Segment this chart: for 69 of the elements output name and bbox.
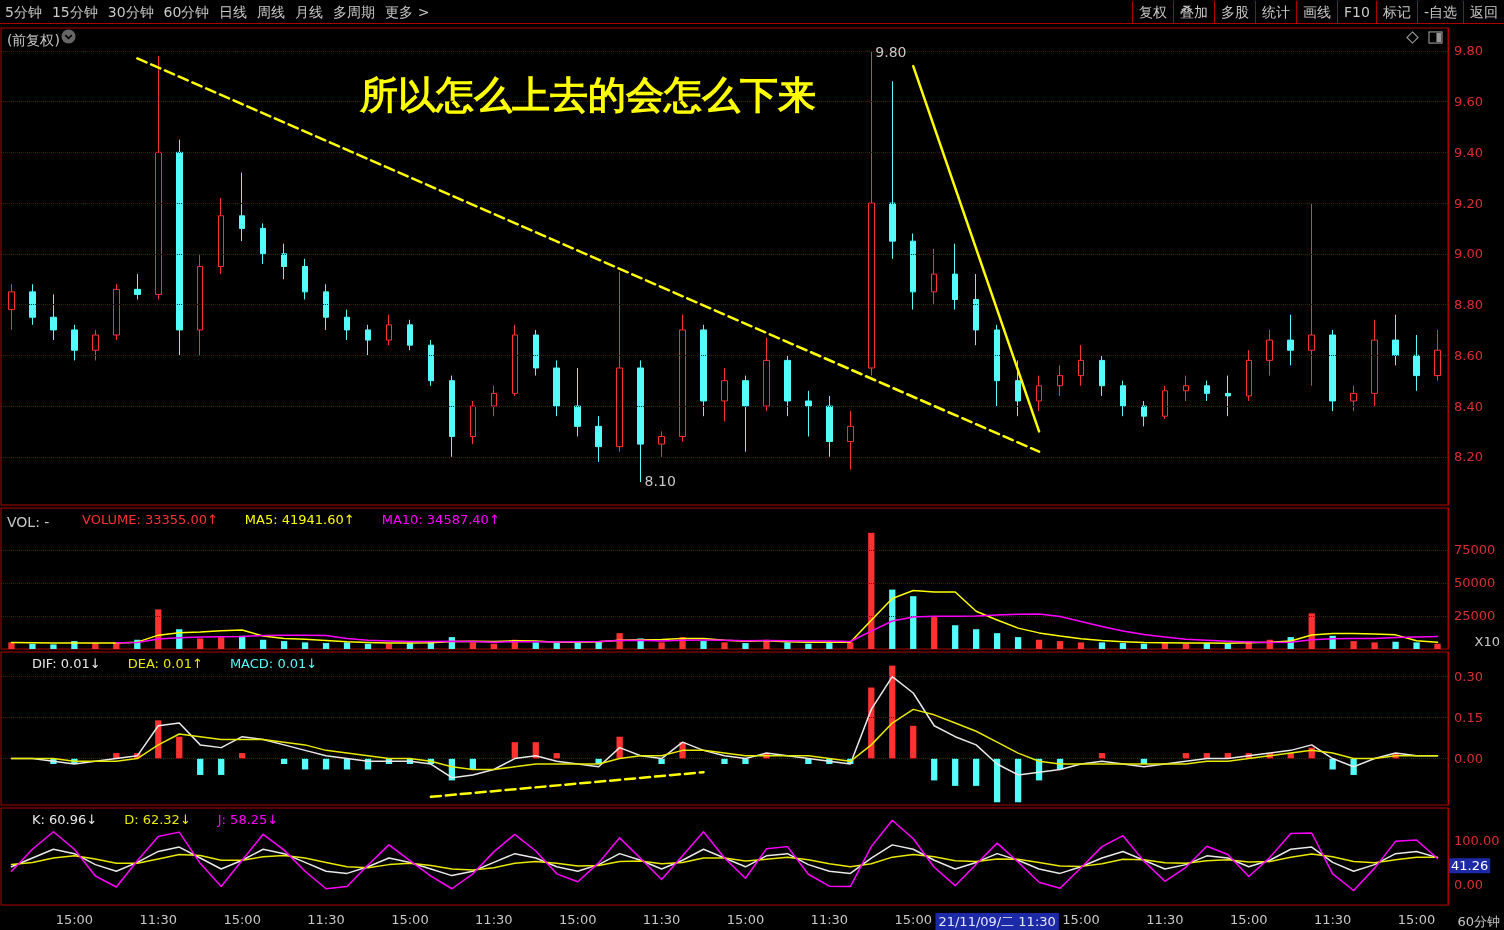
- text: VOLUME: 33355.00↑: [82, 512, 218, 527]
- text: 更多 >: [384, 3, 431, 22]
- text: 返回: [1463, 1, 1504, 23]
- x-tick-label: 11:30: [1313, 912, 1352, 927]
- text: 30分钟: [106, 3, 155, 22]
- y-tick-label: 0.30: [1454, 669, 1483, 685]
- text: 标记: [1375, 1, 1417, 23]
- y-tick-label: 8.80: [1454, 297, 1483, 313]
- y-tick-label: 75000: [1454, 542, 1496, 558]
- series-label: J: 58.25↓: [216, 812, 279, 827]
- text: 周线: [256, 3, 287, 22]
- y-tick-label: 0.15: [1454, 710, 1483, 726]
- y-tick-label: 50000: [1454, 575, 1496, 591]
- y-tick-label: 8.60: [1454, 347, 1483, 363]
- text: 画线: [1296, 1, 1338, 23]
- y-tick-label: 9.20: [1454, 195, 1483, 211]
- text: MA10: 34587.40↑: [381, 512, 500, 527]
- text: MACD: 0.01↓: [229, 656, 318, 671]
- x-tick-label: 11:30: [810, 912, 849, 927]
- x-tick-label: 11:30: [139, 912, 178, 927]
- x-tick-label: 11:30: [475, 912, 513, 927]
- x-tick-label: 15:00: [55, 912, 94, 927]
- text: DIF: 0.01↓: [32, 656, 101, 671]
- x-tick-label: 11:30: [1146, 912, 1184, 927]
- annotation: 41.26: [1451, 858, 1489, 874]
- x-tick-label: 15:00: [1397, 912, 1436, 927]
- x-tick-label: 15:00: [223, 912, 261, 927]
- y-tick-label: 8.20: [1454, 449, 1483, 465]
- y-tick-label: 9.40: [1454, 144, 1483, 160]
- text: 叠加: [1173, 1, 1215, 23]
- y-tick-label: 25000: [1454, 608, 1496, 624]
- text: 复权: [1132, 1, 1174, 23]
- text: 60分钟: [162, 3, 211, 22]
- text: -自选: [1416, 1, 1463, 23]
- x-tick-label: 15:00: [894, 912, 932, 927]
- text: 月线: [294, 3, 325, 22]
- x-tick-label: 11:30: [307, 912, 345, 927]
- y-tick-label: 8.40: [1454, 398, 1483, 414]
- x-tick-label: 15:00: [1062, 912, 1100, 927]
- text: 5分钟: [4, 3, 43, 22]
- text: X10: [1474, 634, 1501, 649]
- y-tick-label: 0.00: [1454, 876, 1483, 892]
- x-tick-label: 11:30: [642, 912, 681, 927]
- text: 多股: [1214, 1, 1256, 23]
- text: 统计: [1255, 1, 1297, 23]
- x-tick-label: 15:00: [726, 912, 765, 927]
- annotation: 9.80: [875, 43, 907, 60]
- x-tick-label: 15:00: [391, 912, 429, 927]
- annotation: 8.10: [644, 473, 676, 490]
- y-tick-label: 9.80: [1454, 43, 1483, 59]
- text: 60分钟: [1457, 914, 1500, 929]
- y-tick-label: 0.00: [1454, 751, 1483, 767]
- text: DEA: 0.01↑: [127, 656, 203, 671]
- chart-title: VOL: -: [7, 514, 50, 530]
- x-tick-label: 15:00: [558, 912, 597, 927]
- y-tick-label: 9.00: [1454, 246, 1483, 262]
- x-tick-label: 21/11/09/二 11:30: [938, 914, 1056, 929]
- text: MA5: 41941.60↑: [244, 512, 355, 527]
- x-tick-label: 15:00: [1230, 912, 1268, 927]
- chart-title: (前复权): [7, 32, 60, 48]
- y-tick-label: 100.00: [1454, 832, 1500, 848]
- text: 多周期: [332, 3, 377, 22]
- annotation: 所以怎么上去的会怎么下来: [359, 73, 816, 117]
- text: F10: [1337, 1, 1376, 23]
- text: K: 60.96↓: [32, 812, 98, 827]
- y-tick-label: 9.60: [1454, 94, 1483, 110]
- text: D: 62.32↓: [124, 812, 191, 827]
- text: 日线: [218, 3, 249, 22]
- text: 15分钟: [50, 3, 99, 22]
